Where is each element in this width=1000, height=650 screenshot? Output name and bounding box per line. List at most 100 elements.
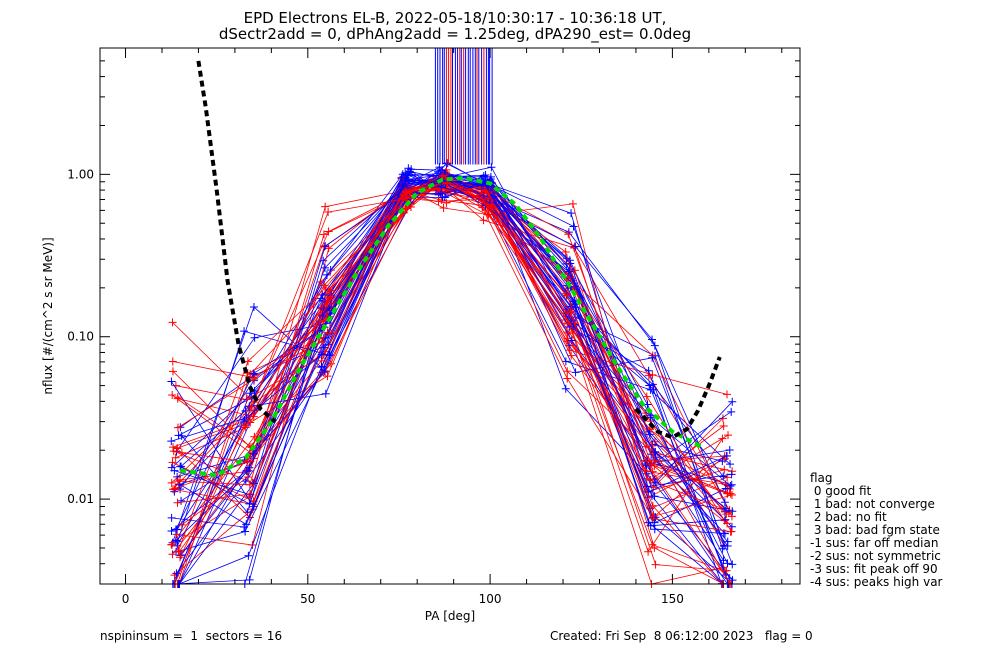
data-point-marker <box>320 367 329 376</box>
x-tick-label: 150 <box>661 592 684 606</box>
data-point-marker <box>172 530 181 539</box>
data-point-marker <box>167 527 176 536</box>
data-point-marker <box>565 346 574 355</box>
data-point-marker <box>722 451 731 460</box>
data-point-marker <box>173 498 182 507</box>
data-point-marker <box>563 374 572 383</box>
data-point-marker <box>648 467 657 476</box>
data-point-marker <box>723 489 732 498</box>
spectrum-line <box>177 173 723 509</box>
spectrum-line <box>175 167 722 585</box>
data-point-marker <box>245 480 254 489</box>
data-point-marker <box>720 465 729 474</box>
data-point-marker <box>649 512 658 521</box>
data-layer <box>167 48 737 588</box>
data-point-marker <box>719 472 728 481</box>
y-tick-label: 0.10 <box>67 330 94 344</box>
data-point-marker <box>568 199 577 208</box>
legend-title: flag <box>810 471 833 485</box>
data-point-marker <box>728 560 737 569</box>
data-point-marker <box>723 519 732 528</box>
data-point-marker <box>442 198 451 207</box>
data-point-marker <box>647 492 656 501</box>
data-point-marker <box>727 470 736 479</box>
data-point-marker <box>722 390 731 399</box>
data-point-marker <box>650 543 659 552</box>
data-point-marker <box>245 499 254 508</box>
data-point-marker <box>569 322 578 331</box>
legend-entry: 3 bad: bad fgm state <box>810 523 940 537</box>
data-point-marker <box>434 197 443 206</box>
data-point-marker <box>250 333 259 342</box>
data-point-marker <box>567 209 576 218</box>
data-point-marker <box>644 547 653 556</box>
data-point-marker <box>564 267 573 276</box>
data-point-marker <box>648 501 657 510</box>
data-point-marker <box>401 187 410 196</box>
data-point-marker <box>249 303 258 312</box>
data-point-marker <box>321 283 330 292</box>
data-point-marker <box>241 477 250 486</box>
y-axis-label: nflux [#/(cm^2 s sr MeV)] <box>41 237 55 394</box>
data-point-marker <box>321 389 330 398</box>
fit-curve-black <box>634 356 722 440</box>
data-point-marker <box>726 482 735 491</box>
legend-entry: -1 sus: far off median <box>810 536 938 550</box>
data-point-marker <box>487 202 496 211</box>
x-tick-label: 100 <box>479 592 502 606</box>
data-point-marker <box>641 409 650 418</box>
data-point-marker <box>171 453 180 462</box>
data-point-marker <box>246 490 255 499</box>
data-point-marker <box>403 183 412 192</box>
data-point-marker <box>438 166 447 175</box>
data-point-marker <box>479 216 488 225</box>
data-point-marker <box>726 460 735 469</box>
data-point-marker <box>317 362 326 371</box>
data-point-marker <box>249 369 258 378</box>
data-point-marker <box>651 448 660 457</box>
data-point-marker <box>650 341 659 350</box>
legend-entry: -4 sus: peaks high var <box>810 575 943 589</box>
data-point-marker <box>563 367 572 376</box>
data-point-marker <box>168 390 177 399</box>
data-point-marker <box>173 423 182 432</box>
legend-entry: 1 bad: not converge <box>810 497 935 511</box>
data-point-marker <box>564 230 573 239</box>
data-point-marker <box>323 372 332 381</box>
data-point-marker <box>176 553 185 562</box>
data-point-marker <box>324 208 333 217</box>
data-point-marker <box>570 266 579 275</box>
data-point-marker <box>646 413 655 422</box>
data-point-marker <box>168 318 177 327</box>
data-point-marker <box>725 446 734 455</box>
data-point-marker <box>561 357 570 366</box>
data-point-marker <box>566 308 575 317</box>
data-point-marker <box>317 350 326 359</box>
chart-title: EPD Electrons EL-B, 2022-05-18/10:30:17 … <box>244 9 667 27</box>
data-point-marker <box>403 194 411 203</box>
data-point-marker <box>320 263 329 272</box>
data-point-marker <box>168 367 177 376</box>
data-point-marker <box>321 202 330 211</box>
data-point-marker <box>318 311 327 320</box>
data-point-marker <box>645 381 654 390</box>
data-point-marker <box>167 513 176 522</box>
y-tick-label: 0.01 <box>67 492 94 506</box>
data-point-marker <box>728 507 737 516</box>
fit-curve-green <box>179 175 703 478</box>
data-point-marker <box>249 502 258 511</box>
data-point-marker <box>244 466 253 475</box>
data-point-marker <box>324 227 333 236</box>
data-point-marker <box>401 168 410 177</box>
plot-frame <box>99 47 801 585</box>
data-point-marker <box>167 478 176 487</box>
data-point-marker <box>242 395 251 404</box>
data-point-marker <box>316 294 325 303</box>
data-point-marker <box>718 434 727 443</box>
data-point-marker <box>436 189 445 198</box>
data-point-marker <box>243 357 252 366</box>
data-point-marker <box>173 394 182 403</box>
data-point-marker <box>241 527 250 536</box>
data-point-marker <box>487 163 496 172</box>
